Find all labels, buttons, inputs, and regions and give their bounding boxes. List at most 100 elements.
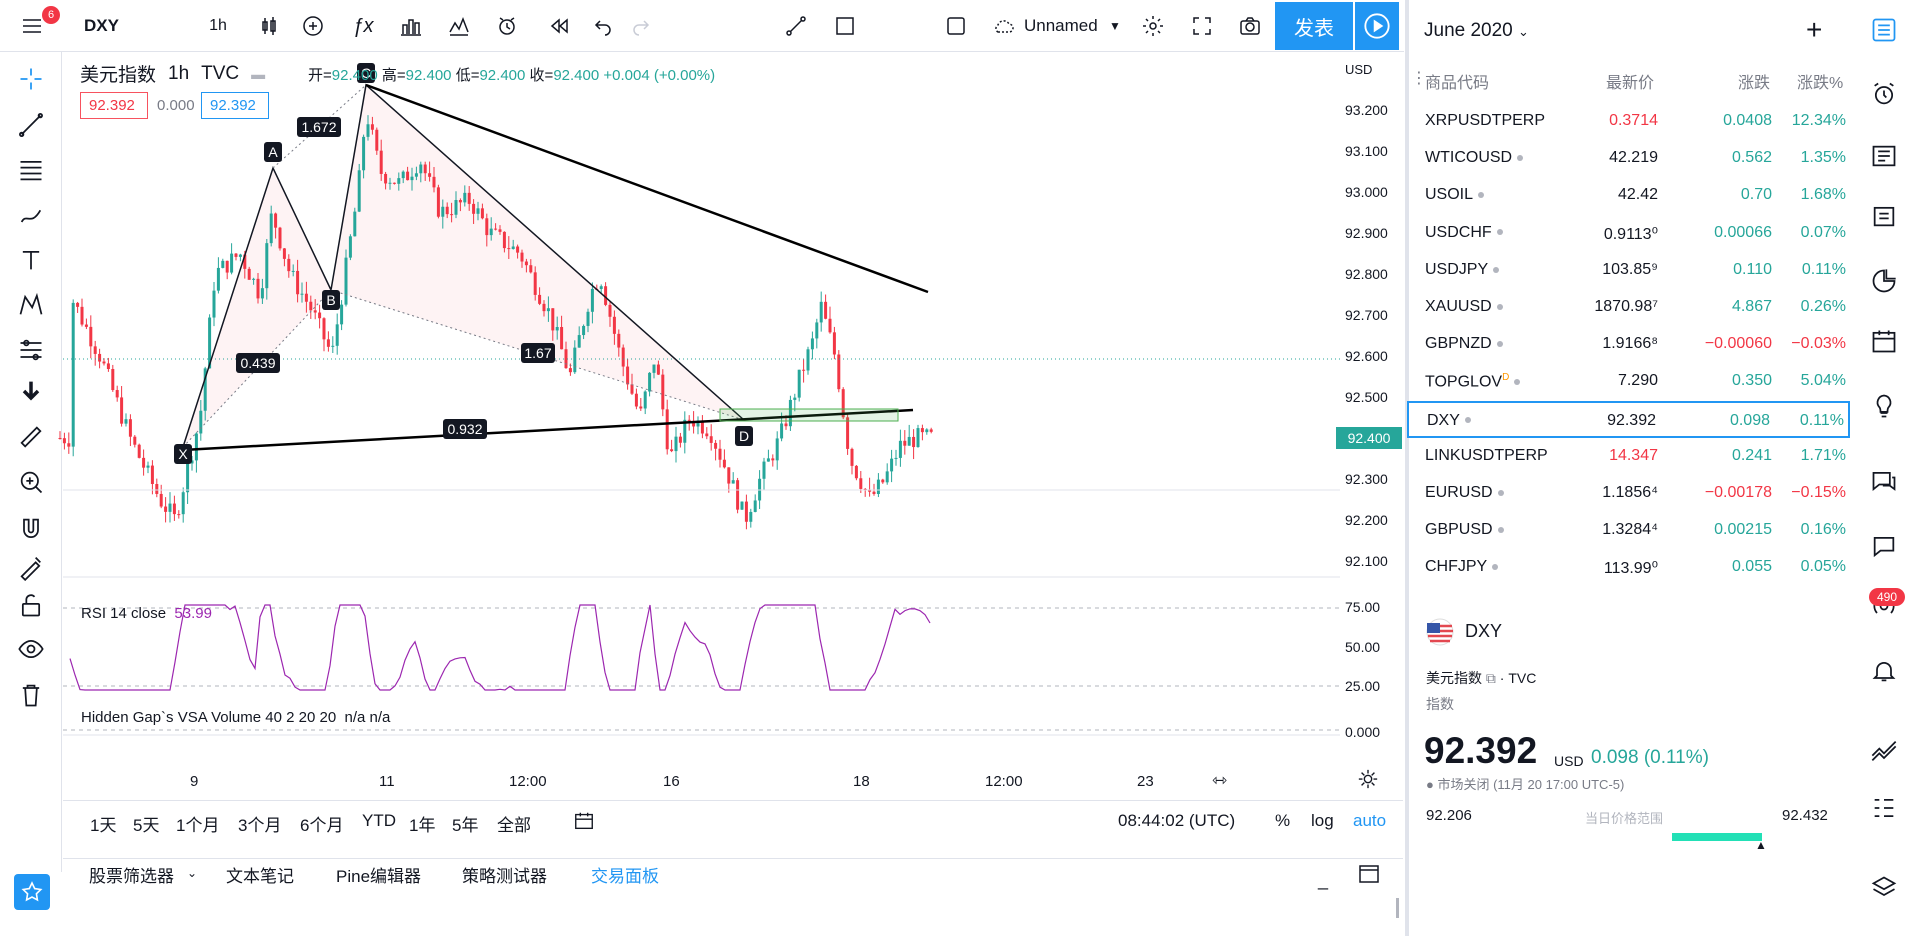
scrollbar[interactable]	[1396, 898, 1399, 918]
range-all[interactable]: 全部	[497, 816, 531, 835]
bid-price[interactable]: 92.392	[80, 92, 148, 119]
log-toggle[interactable]: log	[1311, 811, 1334, 830]
maximize-icon[interactable]	[1357, 862, 1381, 886]
gear-icon[interactable]	[1138, 0, 1168, 52]
indicators-icon[interactable]: ƒx	[352, 14, 374, 37]
range-5y[interactable]: 5年	[452, 816, 479, 835]
chat-icon[interactable]	[1868, 465, 1900, 497]
percent-toggle[interactable]: %	[1275, 811, 1291, 830]
select-box-icon[interactable]	[830, 0, 860, 52]
watchlist-row-gbpusd[interactable]: GBPUSD 1.3284⁴ 0.00215 0.16%	[1407, 512, 1850, 549]
watchlist-row-chfjpy[interactable]: CHFJPY 113.99⁰ 0.055 0.05%	[1407, 549, 1850, 586]
drag-handle-icon[interactable]: ⋮	[1411, 70, 1427, 87]
arrow-down-icon[interactable]	[14, 374, 48, 408]
header-symbol[interactable]: 商品代码	[1425, 75, 1490, 92]
range-1d[interactable]: 1天	[90, 816, 117, 835]
header-change-pct[interactable]: 涨跌%	[1797, 75, 1844, 92]
undo-icon[interactable]	[588, 0, 618, 52]
watchlist-row-usoil[interactable]: USOIL 42.42 0.70 1.68%	[1407, 177, 1850, 214]
watchlist-row-eurusd[interactable]: EURUSD 1.1856⁴ −0.00178 −0.15%	[1407, 475, 1850, 512]
eye-icon[interactable]	[14, 632, 48, 666]
range-ytd[interactable]: YTD	[362, 811, 396, 830]
lock-draw-icon[interactable]	[14, 550, 48, 584]
watchlist-row-gbpnzd[interactable]: GBPNZD 1.9166⁸ −0.00060 −0.03%	[1407, 326, 1850, 363]
details-symbol[interactable]: DXY	[1465, 621, 1503, 641]
crosshair-icon[interactable]	[14, 62, 48, 96]
templates-icon[interactable]	[444, 0, 474, 52]
ask-price[interactable]: 92.392	[201, 92, 269, 119]
candle-type-icon[interactable]	[254, 0, 284, 52]
draw-line-icon[interactable]	[781, 0, 811, 52]
watchlist-row-usdjpy[interactable]: USDJPY 103.85⁹ 0.110 0.11%	[1407, 252, 1850, 289]
fullscreen-icon[interactable]	[1187, 0, 1217, 52]
date-range-icon[interactable]	[573, 810, 595, 832]
play-icon[interactable]	[1355, 2, 1399, 50]
tab-strategy-tester[interactable]: 策略测试器	[462, 867, 547, 886]
minimize-icon[interactable]: _	[1318, 870, 1329, 890]
price-chart[interactable]: X A B C D 0.439 1.672 1.67 0.932	[0, 0, 1340, 800]
bell-icon[interactable]	[1868, 655, 1900, 687]
calendar-icon[interactable]	[1868, 325, 1900, 357]
range-6m[interactable]: 6个月	[300, 816, 344, 835]
watchlist-row-xrpusdtperp[interactable]: XRPUSDTPERP 0.3714 0.0408 12.34%	[1407, 103, 1850, 140]
add-symbol-icon[interactable]: +	[1806, 14, 1823, 45]
auto-toggle[interactable]: auto	[1353, 811, 1387, 830]
publish-button[interactable]: 发表	[1275, 2, 1353, 50]
layout-name[interactable]: Unnamed	[1024, 16, 1098, 35]
brush-icon[interactable]	[14, 198, 48, 232]
calendar-list-icon[interactable]	[1868, 200, 1900, 232]
layout-square-icon[interactable]	[941, 0, 971, 52]
trend-line-icon[interactable]	[14, 108, 48, 142]
pie-chart-icon[interactable]	[1868, 265, 1900, 297]
watchlist-row-dxy[interactable]: DXY 92.392 0.098 0.11%	[1407, 400, 1850, 438]
alarm-clock-icon[interactable]	[1868, 78, 1900, 110]
redo-icon[interactable]	[626, 0, 656, 52]
ideas-chart-icon[interactable]	[1868, 735, 1900, 767]
compare-add-icon[interactable]	[298, 0, 328, 52]
chevron-down-icon[interactable]: ⌄	[187, 866, 198, 880]
range-3m[interactable]: 3个月	[238, 816, 282, 835]
watchlist-row-xauusd[interactable]: XAUUSD 1870.98⁷ 4.867 0.26%	[1407, 289, 1850, 326]
interval-button[interactable]: 1h	[209, 17, 227, 34]
financials-icon[interactable]	[396, 0, 426, 52]
ruler-icon[interactable]	[14, 420, 48, 454]
watchlist-row-linkusdtperp[interactable]: LINKUSDTPERP 14.347 0.241 1.71%	[1407, 438, 1850, 475]
magnet-icon[interactable]	[14, 512, 48, 546]
messages-icon[interactable]	[1868, 530, 1900, 562]
watchlist-icon[interactable]	[1868, 14, 1900, 46]
watchlist-title[interactable]: June 2020 ⌄	[1424, 20, 1529, 41]
range-1y[interactable]: 1年	[409, 816, 436, 835]
axis-settings-icon[interactable]	[1357, 768, 1379, 790]
trash-icon[interactable]	[14, 678, 48, 712]
tab-stock-screener[interactable]: 股票筛选器	[89, 867, 174, 886]
watchlist-row-topglov[interactable]: TOPGLOVD 7.290 0.350 5.04%	[1407, 363, 1850, 400]
chevron-down-icon[interactable]: ▼	[1109, 19, 1121, 33]
prediction-icon[interactable]	[14, 333, 48, 367]
range-5d[interactable]: 5天	[133, 816, 160, 835]
range-1m[interactable]: 1个月	[176, 816, 220, 835]
symbol-search-button[interactable]: DXY	[84, 16, 119, 35]
layers-icon[interactable]	[1868, 872, 1900, 904]
legend-collapse-icon[interactable]: ▬	[251, 65, 266, 82]
unlock-icon[interactable]	[14, 588, 48, 622]
alert-icon[interactable]	[492, 0, 522, 52]
zoom-icon[interactable]	[14, 465, 48, 499]
lightbulb-icon[interactable]	[1868, 390, 1900, 422]
header-change[interactable]: 涨跌	[1738, 75, 1771, 92]
camera-icon[interactable]	[1235, 0, 1265, 52]
star-icon[interactable]	[14, 874, 50, 910]
text-icon[interactable]	[14, 243, 48, 277]
watchlist-row-wticousd[interactable]: WTICOUSD 42.219 0.562 1.35%	[1407, 140, 1850, 177]
clock-readout[interactable]: 08:44:02 (UTC)	[1118, 811, 1236, 830]
menu-icon[interactable]	[14, 0, 50, 52]
fib-icon[interactable]	[14, 153, 48, 187]
header-last[interactable]: 最新价	[1606, 75, 1655, 92]
watchlist-row-usdchf[interactable]: USDCHF 0.9113⁰ 0.00066 0.07%	[1407, 215, 1850, 252]
pattern-icon[interactable]	[14, 288, 48, 322]
news-icon[interactable]	[1868, 140, 1900, 172]
tab-text-notes[interactable]: 文本笔记	[226, 867, 294, 886]
replay-icon[interactable]	[544, 0, 574, 52]
tab-pine-editor[interactable]: Pine编辑器	[336, 867, 422, 886]
object-tree-icon[interactable]	[1868, 792, 1900, 824]
scroll-arrows-icon[interactable]: ⇿	[1212, 770, 1228, 790]
